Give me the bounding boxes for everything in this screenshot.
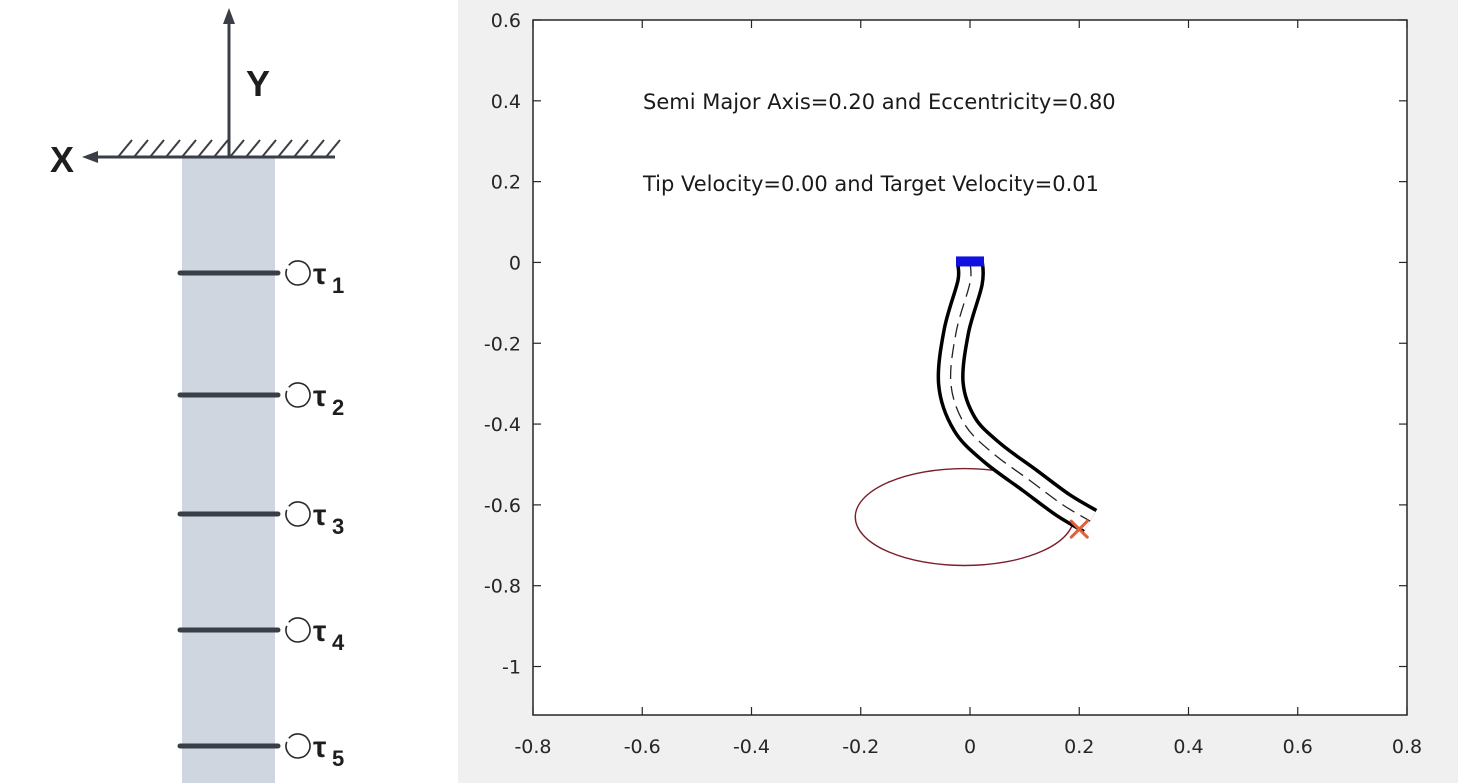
annotation-velocity: Tip Velocity=0.00 and Target Velocity=0.…	[642, 172, 1099, 196]
x-axis-label: X	[50, 139, 74, 180]
x-tick-label: -0.2	[842, 736, 879, 758]
torque-3-label: τ	[313, 499, 326, 532]
hatch-mark	[229, 139, 245, 158]
hatch-mark	[133, 139, 149, 158]
x-tick-label: 0	[964, 736, 976, 758]
torque-arrow-icon	[285, 501, 311, 527]
target-marker-icon	[1069, 519, 1089, 539]
x-tick-label: 0.6	[1283, 736, 1313, 758]
torque-arrow-icon	[285, 260, 311, 286]
hatch-mark	[261, 139, 277, 158]
torque-3-subscript: 3	[332, 514, 344, 539]
torque-1-label: τ	[313, 258, 326, 291]
x-axis-arrowhead	[82, 151, 98, 163]
torque-4-label: τ	[313, 615, 326, 648]
y-tick-label: -0.2	[484, 333, 521, 355]
beam-diagram: Y X τ 1τ 2τ 3τ 4τ 5	[50, 8, 345, 783]
plot-marks	[854, 256, 1098, 567]
torque-arrow-icon	[285, 617, 311, 643]
x-tick-label: -0.8	[514, 736, 551, 758]
x-tick-label: -0.6	[624, 736, 661, 758]
torque-5-label: τ	[313, 731, 326, 764]
plot-figure: -0.8 -0.6 -0.4 -0.2 0 0.2 0.4 0.6 0.8 0.6 0.4 0.2 0 -…	[484, 10, 1422, 758]
torque-1-subscript: 1	[332, 273, 344, 298]
hatch-mark	[309, 139, 325, 158]
x-tick-label: -0.4	[733, 736, 770, 758]
arm-centerline	[949, 262, 1091, 522]
y-tick-label: -0.6	[484, 495, 521, 517]
hatch-mark	[117, 139, 133, 158]
joints-group: τ 1τ 2τ 3τ 4τ 5	[177, 258, 345, 771]
hatch-mark	[325, 139, 341, 158]
axis-ticks: -0.8 -0.6 -0.4 -0.2 0 0.2 0.4 0.6 0.8 0.6 0.4 0.2 0 -…	[484, 10, 1422, 758]
torque-2-subscript: 2	[332, 395, 344, 420]
x-tick-label: 0.4	[1173, 736, 1203, 758]
y-tick-label: 0.4	[491, 91, 521, 113]
x-tick-label: 0.2	[1064, 736, 1094, 758]
ground-hatching	[117, 139, 341, 158]
x-tick-label: 0.8	[1392, 736, 1422, 758]
hatch-mark	[293, 139, 309, 158]
hatch-mark	[277, 139, 293, 158]
y-tick-label: 0.6	[491, 10, 521, 32]
torque-4-subscript: 4	[332, 630, 345, 655]
beam-body	[182, 157, 275, 783]
y-tick-label: -0.4	[484, 414, 521, 436]
hatch-mark	[213, 139, 229, 158]
hatch-mark	[181, 139, 197, 158]
hatch-mark	[197, 139, 213, 158]
hatch-mark	[165, 139, 181, 158]
hatch-mark	[149, 139, 165, 158]
plot-panel: -0.8 -0.6 -0.4 -0.2 0 0.2 0.4 0.6 0.8 0.6 0.4 0.2 0 -…	[458, 0, 1458, 783]
y-tick-label: -0.8	[484, 576, 521, 598]
axes-background	[532, 19, 1408, 716]
arm-base	[956, 256, 984, 267]
annotation-axis-eccentricity: Semi Major Axis=0.20 and Eccentricity=0.…	[643, 90, 1116, 114]
y-tick-label: -1	[502, 657, 521, 679]
y-axis-label: Y	[246, 63, 270, 104]
hatch-mark	[245, 139, 261, 158]
y-tick-label: 0.2	[491, 172, 521, 194]
torque-5-subscript: 5	[332, 746, 344, 771]
y-axis-arrowhead	[223, 8, 235, 24]
torque-arrow-icon	[285, 733, 311, 759]
torque-2-label: τ	[313, 380, 326, 413]
torque-arrow-icon	[285, 382, 311, 408]
y-tick-label: 0	[509, 252, 521, 274]
